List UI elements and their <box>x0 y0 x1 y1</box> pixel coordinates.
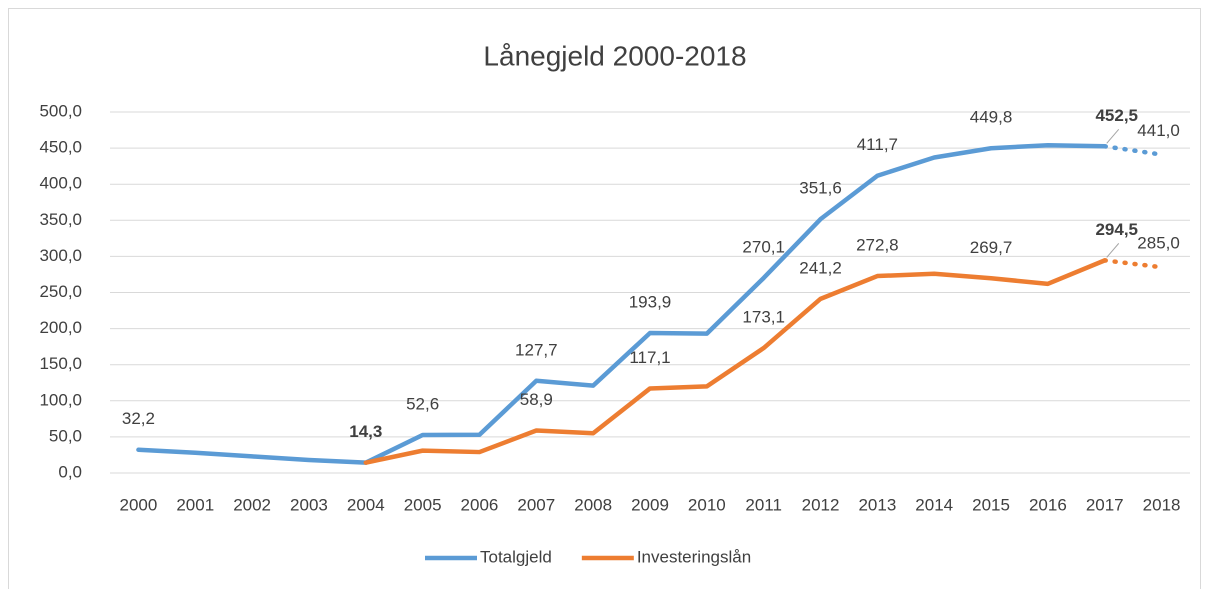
x-tick-label: 2004 <box>347 495 385 514</box>
legend-label: Totalgjeld <box>480 547 552 566</box>
y-tick-label: 400,0 <box>39 174 82 193</box>
leader-line <box>1106 243 1120 258</box>
x-tick-label: 2002 <box>233 495 271 514</box>
data-label: 241,2 <box>799 258 842 277</box>
data-label: 270,1 <box>742 237 785 256</box>
x-tick-label: 2009 <box>631 495 669 514</box>
chart-border <box>8 8 1201 589</box>
x-tick-label: 2014 <box>915 495 953 514</box>
x-tick-label: 2007 <box>517 495 555 514</box>
data-label: 193,9 <box>629 292 672 311</box>
data-label: 58,9 <box>520 390 553 409</box>
projection-line <box>1102 258 1164 270</box>
y-tick-label: 350,0 <box>39 210 82 229</box>
data-label: 452,5 <box>1095 106 1138 125</box>
x-tick-label: 2001 <box>176 495 214 514</box>
data-label: 14,3 <box>349 422 382 441</box>
data-label: 269,7 <box>970 238 1013 257</box>
leader-line <box>1106 128 1120 144</box>
data-label: 449,8 <box>970 108 1013 127</box>
x-tick-label: 2013 <box>858 495 896 514</box>
data-label: 32,2 <box>122 409 155 428</box>
data-label: 127,7 <box>515 340 558 359</box>
x-tick-label: 2008 <box>574 495 612 514</box>
x-tick-label: 2000 <box>120 495 158 514</box>
data-label: 351,6 <box>799 179 842 198</box>
y-tick-label: 50,0 <box>49 426 82 445</box>
x-tick-label: 2010 <box>688 495 726 514</box>
x-tick-label: 2003 <box>290 495 328 514</box>
x-tick-label: 2018 <box>1143 495 1181 514</box>
data-label: 411,7 <box>857 135 898 154</box>
y-tick-label: 0,0 <box>58 462 82 481</box>
y-tick-label: 250,0 <box>39 282 82 301</box>
y-tick-label: 300,0 <box>39 246 82 265</box>
data-label: 272,8 <box>856 236 899 255</box>
y-tick-label: 450,0 <box>39 138 82 157</box>
data-label: 117,1 <box>629 348 670 367</box>
projection-line <box>1102 144 1164 157</box>
chart-title: Lånegjeld 2000-2018 <box>483 40 746 71</box>
data-label: 173,1 <box>742 308 785 327</box>
data-label: 52,6 <box>406 395 439 414</box>
y-tick-label: 500,0 <box>39 101 82 120</box>
x-tick-label: 2017 <box>1086 495 1124 514</box>
series-line <box>363 258 1107 465</box>
series-line <box>136 142 1107 465</box>
x-tick-label: 2006 <box>461 495 499 514</box>
y-tick-label: 100,0 <box>39 390 82 409</box>
y-tick-label: 150,0 <box>39 354 82 373</box>
x-tick-label: 2012 <box>802 495 840 514</box>
legend-label: Investeringslån <box>637 547 751 566</box>
x-tick-label: 2015 <box>972 495 1010 514</box>
data-label: 441,0 <box>1137 121 1180 140</box>
y-tick-label: 200,0 <box>39 318 82 337</box>
x-tick-label: 2016 <box>1029 495 1067 514</box>
data-label: 285,0 <box>1137 234 1180 253</box>
x-tick-label: 2005 <box>404 495 442 514</box>
data-label: 294,5 <box>1095 220 1138 239</box>
x-tick-label: 2011 <box>745 495 782 514</box>
